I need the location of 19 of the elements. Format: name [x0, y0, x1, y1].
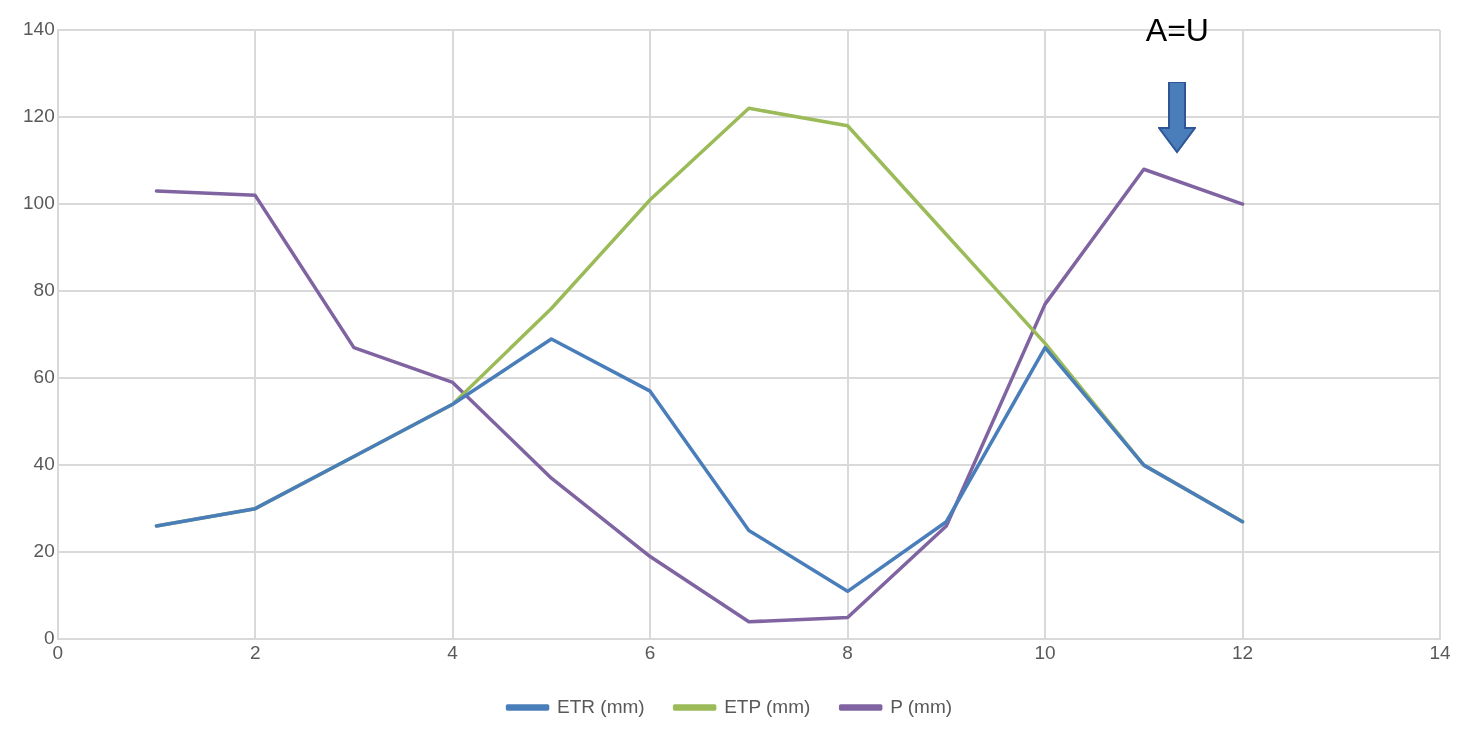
x-tick-label: 4 [447, 641, 459, 663]
x-tick-label: 6 [644, 641, 656, 663]
y-tick-label: 120 [23, 105, 55, 127]
legend-label: ETP (mm) [724, 695, 811, 717]
y-tick-label: 140 [23, 18, 55, 40]
y-tick-label: 80 [33, 279, 55, 301]
y-tick-label: 40 [33, 453, 55, 475]
legend-label: ETR (mm) [557, 695, 645, 717]
x-tick-label: 8 [842, 641, 853, 663]
y-tick-label: 0 [44, 627, 55, 649]
y-tick-label: 20 [33, 540, 55, 562]
annotation: A=U [1145, 11, 1209, 48]
x-tick-label: 14 [1429, 641, 1451, 663]
x-tick-label: 12 [1231, 641, 1254, 663]
x-tick-label: 10 [1034, 641, 1056, 663]
y-tick-label: 100 [23, 192, 55, 214]
y-tick-label: 60 [33, 366, 55, 388]
x-tick-label: 2 [249, 641, 261, 663]
legend-label: P (mm) [890, 695, 953, 717]
